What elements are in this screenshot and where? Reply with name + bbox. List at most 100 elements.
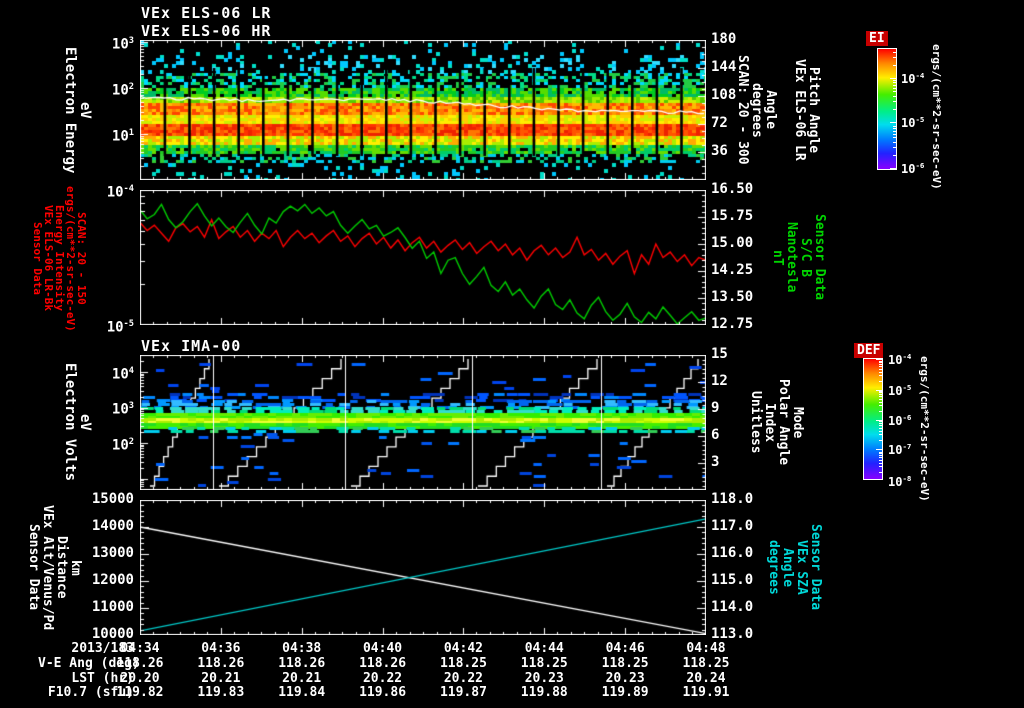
axis-label-line: Sensor Data bbox=[26, 524, 41, 611]
colorbar-tick bbox=[879, 451, 882, 453]
colorbar-tick bbox=[893, 84, 896, 86]
axis-label-line: SCAN: 20 - 150 bbox=[75, 211, 88, 305]
table-cell: 119.86 bbox=[359, 685, 407, 700]
table-cell: 20.21 bbox=[201, 670, 241, 686]
colorbar-tick bbox=[879, 453, 882, 455]
right-axis-tick-label: 3 bbox=[711, 454, 720, 470]
colorbar-tick bbox=[893, 133, 896, 135]
table-cell: 118.25 bbox=[601, 656, 649, 671]
axis-label-line: eV bbox=[77, 414, 93, 431]
colorbar-tick bbox=[893, 126, 896, 127]
colorbar-tick bbox=[879, 459, 882, 461]
y-axis-tick-label: 13000 bbox=[91, 545, 134, 561]
right-axis-tick-label: 14.25 bbox=[711, 262, 754, 278]
panel2-left-axis-label: Sensor Data VEx ELS-06 LR-Bk Energy Inte… bbox=[31, 186, 88, 332]
colorbar-tick bbox=[879, 410, 882, 412]
colorbar-tick bbox=[879, 371, 882, 373]
colorbar-tick bbox=[893, 80, 896, 81]
right-axis-tick-label: 15.75 bbox=[711, 208, 754, 224]
table-row-label: LST (hr) bbox=[71, 670, 134, 686]
axis-label-line: Angle bbox=[780, 547, 795, 588]
right-axis-tick-label: 15 bbox=[711, 346, 728, 362]
table-cell: 119.82 bbox=[116, 685, 164, 700]
ei-colorbar bbox=[877, 48, 897, 170]
axis-label-line: km bbox=[68, 559, 83, 576]
y-axis-tick-label: 103 bbox=[111, 401, 134, 418]
table-cell: 119.84 bbox=[278, 685, 326, 700]
right-axis-tick-label: 72 bbox=[711, 115, 728, 131]
axis-label-line: VEx ELS-06 LR bbox=[792, 59, 807, 161]
right-axis-tick-label: 15.00 bbox=[711, 235, 754, 251]
colorbar-tick bbox=[876, 359, 882, 360]
table-cell: 20.23 bbox=[605, 670, 645, 686]
colorbar-tick bbox=[893, 101, 896, 102]
axis-label-line: Mode bbox=[790, 406, 805, 439]
axis-label-line: S/C B bbox=[798, 237, 813, 278]
panel1-y-axis-label: Electron Energy eV bbox=[62, 40, 93, 180]
right-axis-tick-label: 6 bbox=[711, 427, 720, 443]
table-cell: 118.26 bbox=[197, 656, 245, 671]
right-axis-tick-label: 12.75 bbox=[711, 316, 754, 332]
colorbar-tick bbox=[879, 362, 882, 364]
axis-label-line: Pitch Angle bbox=[806, 66, 821, 154]
colorbar-tick bbox=[893, 108, 896, 110]
colorbar-tick bbox=[879, 421, 882, 423]
axis-label-line: nT bbox=[770, 249, 785, 266]
colorbar-tick bbox=[879, 419, 882, 421]
colorbar-tick bbox=[879, 364, 882, 366]
def-colorbar bbox=[863, 358, 883, 480]
time-tick-label: 04:48 bbox=[686, 641, 726, 656]
colorbar-tick-label: 10-5 bbox=[888, 383, 912, 398]
axis-label-line: VEx SZA bbox=[794, 540, 809, 595]
panel1-right-axis-label-b: Angle degrees SCAN: 20 - 300 bbox=[735, 40, 778, 180]
time-tick-label: 04:40 bbox=[362, 641, 403, 656]
y-axis-tick-label: 15000 bbox=[91, 491, 134, 507]
colorbar-tick bbox=[890, 122, 896, 123]
colorbar-tick bbox=[893, 128, 896, 130]
table-cell: 118.26 bbox=[278, 656, 326, 671]
axis-label-line: eV bbox=[77, 101, 93, 119]
panel1-title-line1: VEx ELS-06 LR bbox=[141, 4, 272, 22]
colorbar-tick bbox=[879, 430, 882, 432]
y-axis-tick-label: 10-5 bbox=[106, 319, 134, 336]
table-cell: 20.24 bbox=[686, 670, 726, 686]
colorbar-tick bbox=[879, 392, 882, 394]
colorbar-tick bbox=[879, 380, 882, 382]
axis-label-line: ergs/(cm**2-sr-sec-eV) bbox=[64, 186, 77, 332]
colorbar-tick bbox=[893, 87, 896, 89]
colorbar-tick-label: 10-6 bbox=[888, 413, 912, 428]
table-cell: 118.26 bbox=[359, 656, 407, 671]
axis-label-line: degrees bbox=[749, 82, 764, 138]
y-axis-tick-label: 102 bbox=[111, 437, 134, 454]
right-axis-tick-label: 113.0 bbox=[711, 626, 754, 642]
table-cell: 20.22 bbox=[362, 670, 403, 686]
flux-bfield-lineplot bbox=[140, 190, 706, 325]
y-axis-tick-label: 12000 bbox=[91, 572, 134, 588]
right-axis-tick-label: 13.50 bbox=[711, 289, 754, 305]
colorbar-tick bbox=[879, 434, 882, 436]
right-axis-tick-label: 116.0 bbox=[711, 545, 754, 561]
def-colorbar-units: ergs/(cm**2-sr-sec-eV) bbox=[918, 356, 931, 502]
axis-label-line: Sensor Data bbox=[812, 214, 827, 301]
table-cell: 119.88 bbox=[520, 685, 568, 700]
axis-label-line: Distance bbox=[54, 536, 69, 599]
colorbar-tick-label: 10-4 bbox=[888, 352, 912, 367]
date-label: 2013/183 bbox=[71, 641, 134, 656]
colorbar-tick bbox=[893, 91, 896, 93]
right-axis-tick-label: 118.0 bbox=[711, 491, 754, 507]
colorbar-tick bbox=[893, 64, 896, 66]
colorbar-tick bbox=[893, 141, 896, 143]
colorbar-tick-label: 10-8 bbox=[888, 474, 912, 489]
right-axis-tick-label: 115.0 bbox=[711, 572, 754, 588]
table-cell: 118.25 bbox=[682, 656, 730, 671]
y-axis-tick-label: 102 bbox=[111, 82, 134, 99]
y-axis-tick-label: 10000 bbox=[91, 626, 134, 642]
axis-label-line: Unitless bbox=[748, 391, 763, 454]
colorbar-tick bbox=[879, 439, 882, 441]
table-cell: 118.25 bbox=[439, 656, 487, 671]
time-tick-label: 04:34 bbox=[120, 641, 160, 656]
table-cell: 118.25 bbox=[520, 656, 568, 671]
table-cell: 119.91 bbox=[682, 685, 730, 700]
colorbar-tick bbox=[879, 368, 882, 370]
